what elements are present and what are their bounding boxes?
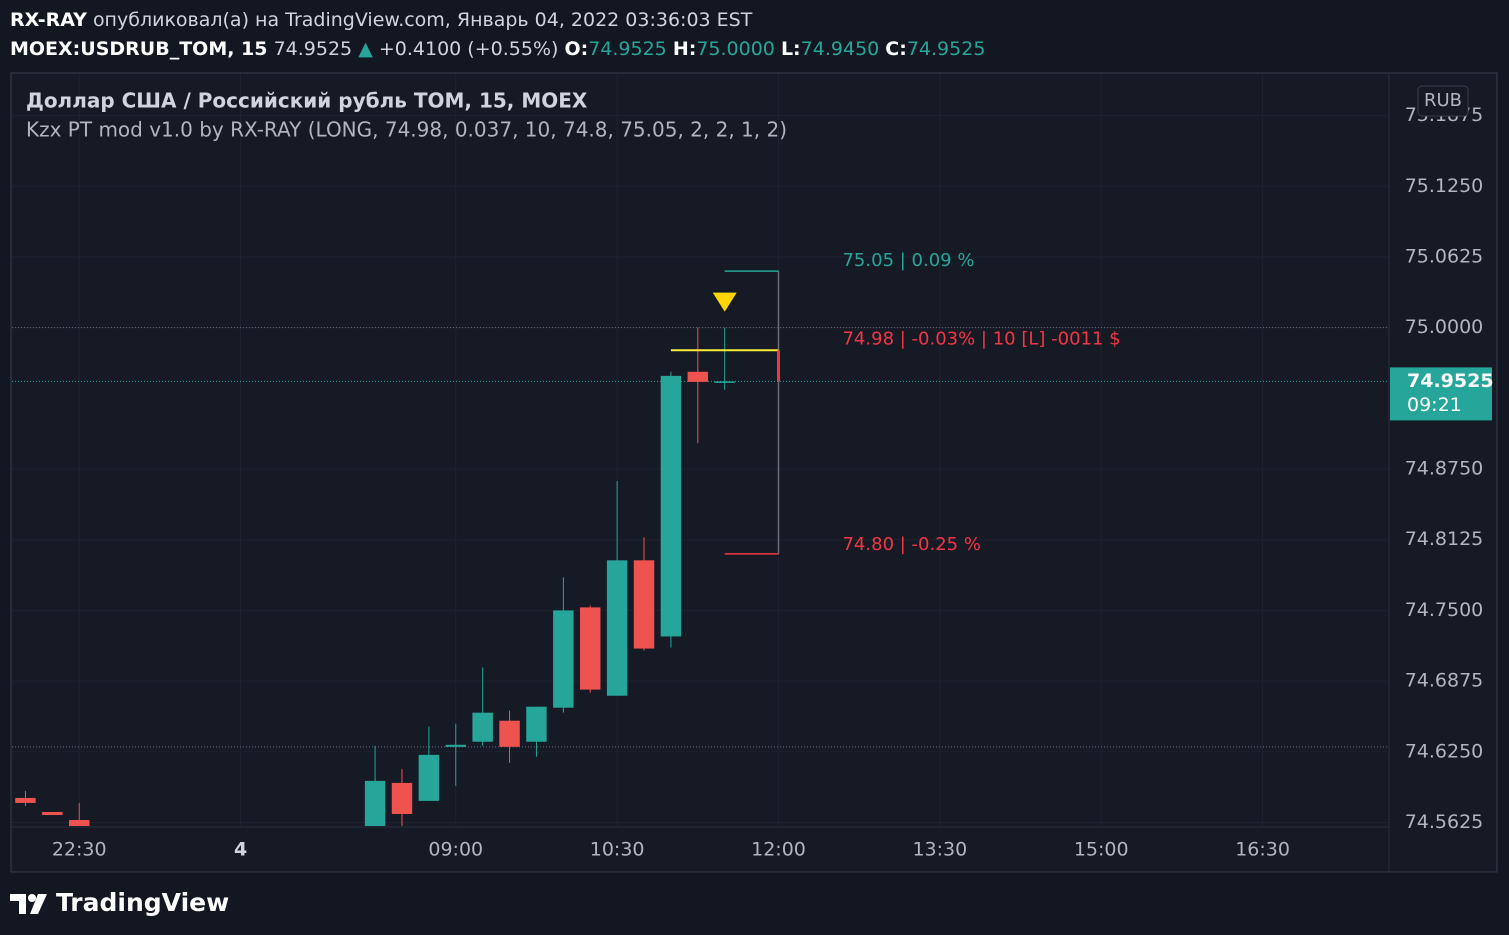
x-tick-label: 22:30 [52, 839, 107, 861]
candle-body [472, 712, 493, 742]
change: +0.4100 (+0.55%) [379, 38, 559, 60]
candle-body [606, 560, 628, 696]
countdown-label: 09:21 [1407, 394, 1462, 416]
candle-body [553, 610, 574, 708]
y-tick-label: 75.0625 [1405, 245, 1484, 267]
o-value: 74.9525 [588, 38, 667, 60]
candle-body [687, 371, 709, 382]
y-tick-label: 74.8750 [1405, 458, 1484, 480]
axes: 75.187575.125075.062575.000074.875074.81… [52, 104, 1494, 860]
logo: TradingView [10, 888, 229, 917]
currency[interactable]: RUB [1424, 90, 1462, 111]
x-tick-label: 16:30 [1235, 839, 1290, 861]
brand: TradingView [56, 888, 229, 917]
author[interactable]: RX-RAY [10, 9, 87, 31]
l-label: L: [781, 38, 801, 60]
indicator-legend: Kzx PT mod v1.0 by RX-RAY (LONG, 74.98, … [26, 118, 787, 142]
y-tick-label: 74.6250 [1405, 740, 1484, 762]
take-profit-label: 75.05 | 0.09 % [842, 250, 974, 271]
candle-body [418, 754, 440, 801]
x-tick-label: 10:30 [590, 839, 645, 861]
x-tick-label: 13:30 [912, 839, 967, 861]
sell-signal [712, 292, 737, 312]
c-label: C: [885, 38, 907, 60]
y-tick-label: 75.1250 [1405, 175, 1484, 197]
arrow: ▲ [358, 38, 373, 60]
published: опубликовал(а) на TradingView.com, Январ… [93, 9, 753, 31]
candle-body [499, 720, 520, 747]
o-label: O: [564, 38, 588, 60]
h-label: H: [673, 38, 697, 60]
y-tick-label: 74.7500 [1405, 599, 1484, 621]
x-tick-label: 09:00 [428, 839, 483, 861]
candle-body [526, 706, 547, 742]
chart-pane [10, 72, 1498, 873]
x-tick-label: 12:00 [751, 839, 806, 861]
candle-body [580, 607, 601, 690]
candle-body [660, 375, 682, 637]
candle-body [445, 744, 466, 747]
candle-body [364, 780, 386, 826]
x-tick-label: 15:00 [1074, 839, 1129, 861]
l-value: 74.9450 [801, 38, 880, 60]
entry-label: 74.98 | -0.03% | 10 [L] -0011 $ [842, 328, 1120, 349]
pnl-bar [776, 350, 780, 382]
candle-body [633, 560, 655, 649]
candle-body [69, 820, 90, 826]
candle-body [714, 381, 735, 383]
c-value: 74.9525 [907, 38, 986, 60]
y-tick-label: 74.6875 [1405, 670, 1484, 692]
currency-box[interactable] [1417, 85, 1469, 117]
last-price-tag [1390, 367, 1492, 421]
candle-body [42, 811, 63, 816]
y-tick-label: 74.8125 [1405, 528, 1484, 550]
candle-body [15, 797, 36, 803]
price: 74.9525 [274, 38, 353, 60]
y-tick-label: 75.0000 [1405, 316, 1484, 338]
h-value: 75.0000 [696, 38, 775, 60]
stop-loss-label: 74.80 | -0.25 % [842, 534, 980, 555]
last-price-label: 74.9525 [1407, 370, 1494, 392]
plot: 75.05 | 0.09 % 74.98 | -0.03% | 10 [L] -0… [12, 250, 1389, 826]
x-tick-label: 4 [234, 839, 247, 861]
y-tick-label: 74.5625 [1405, 811, 1484, 833]
ohlc-line: MOEX:USDRUB_TOM, 15 74.9525 ▲ +0.4100 (+… [10, 38, 985, 60]
chart-title: Доллар США / Российский рубль TOM, 15, M… [26, 89, 588, 113]
publish-line: RX-RAY опубликовал(а) на TradingView.com… [10, 9, 753, 31]
candle-body [391, 782, 413, 815]
symbol: MOEX:USDRUB_TOM, 15 [10, 38, 268, 60]
grid [12, 74, 1389, 826]
